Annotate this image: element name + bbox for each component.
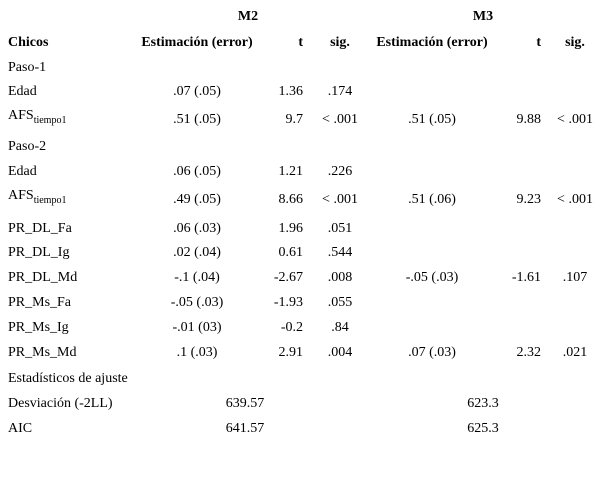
significance: .008 xyxy=(327,270,353,285)
t-value: 8.66 xyxy=(278,192,304,207)
row-label: AIC xyxy=(8,421,33,436)
estimate: .51 (.05) xyxy=(408,112,456,127)
estimate: .02 (.04) xyxy=(173,245,221,260)
significance: < .001 xyxy=(557,192,593,207)
estimate: -.05 (.03) xyxy=(405,270,459,285)
column-header: sig. xyxy=(330,35,350,50)
significance: .544 xyxy=(327,245,353,260)
significance: .84 xyxy=(331,320,349,335)
fit-value: 623.3 xyxy=(467,396,499,411)
row-label: Estadísticos de ajuste xyxy=(8,371,128,386)
row-label: PR_Ms_Ig xyxy=(8,320,69,335)
t-value: 9.23 xyxy=(516,192,542,207)
estimate: -.1 (.04) xyxy=(174,270,220,285)
estimate: .06 (.03) xyxy=(173,221,221,236)
significance: < .001 xyxy=(322,112,358,127)
estimate: .1 (.03) xyxy=(176,345,218,360)
fit-value: 639.57 xyxy=(225,396,265,411)
estimate: .06 (.05) xyxy=(173,164,221,179)
column-header: Chicos xyxy=(8,35,49,50)
significance: < .001 xyxy=(322,192,358,207)
significance: .021 xyxy=(562,345,588,360)
t-value: 1.21 xyxy=(278,164,304,179)
column-header: Estimación (error) xyxy=(141,35,253,50)
subscript: tiempo1 xyxy=(33,114,67,126)
t-value: -2.67 xyxy=(273,270,303,285)
column-header: sig. xyxy=(565,35,585,50)
significance: .055 xyxy=(327,295,353,310)
fit-value: 641.57 xyxy=(225,421,265,436)
estimate: -.05 (.03) xyxy=(170,295,224,310)
subscript: tiempo1 xyxy=(33,194,67,206)
column-header: t xyxy=(536,35,541,50)
significance: .051 xyxy=(327,221,353,236)
row-label: PR_Ms_Md xyxy=(8,345,77,360)
row-label: Paso-1 xyxy=(8,60,47,75)
t-value: 1.36 xyxy=(278,84,304,99)
row-label: PR_Ms_Fa xyxy=(8,295,72,310)
estimate: -.01 (03) xyxy=(172,320,222,335)
estimate: .49 (.05) xyxy=(173,192,221,207)
estimate: .07 (.05) xyxy=(173,84,221,99)
estimate: .51 (.05) xyxy=(173,112,221,127)
estimate: .07 (.03) xyxy=(408,345,456,360)
row-label: Desviación (-2LL) xyxy=(8,396,113,411)
group-header: M3 xyxy=(472,9,494,24)
row-label: PR_DL_Md xyxy=(8,270,78,285)
significance: .004 xyxy=(327,345,353,360)
significance: .174 xyxy=(327,84,353,99)
row-label: PR_DL_Fa xyxy=(8,221,72,236)
column-header: Estimación (error) xyxy=(376,35,488,50)
t-value: 2.91 xyxy=(278,345,304,360)
column-header: t xyxy=(298,35,303,50)
row-label: Paso-2 xyxy=(8,139,47,154)
t-value: 0.61 xyxy=(278,245,304,260)
t-value: 1.96 xyxy=(278,221,304,236)
row-label: Edad xyxy=(8,164,37,179)
row-label: PR_DL_Ig xyxy=(8,245,70,260)
significance: .226 xyxy=(327,164,353,179)
significance: .107 xyxy=(562,270,588,285)
fit-value: 625.3 xyxy=(467,421,499,436)
t-value: -1.61 xyxy=(511,270,541,285)
row-label: AFStiempo1 xyxy=(8,108,67,126)
t-value: 9.7 xyxy=(285,112,304,127)
row-label: Edad xyxy=(8,84,37,99)
t-value: 9.88 xyxy=(516,112,542,127)
row-label: AFStiempo1 xyxy=(8,188,67,206)
estimate: .51 (.06) xyxy=(408,192,456,207)
significance: < .001 xyxy=(557,112,593,127)
group-header: M2 xyxy=(237,9,259,24)
t-value: -0.2 xyxy=(280,320,303,335)
t-value: 2.32 xyxy=(516,345,542,360)
t-value: -1.93 xyxy=(273,295,303,310)
